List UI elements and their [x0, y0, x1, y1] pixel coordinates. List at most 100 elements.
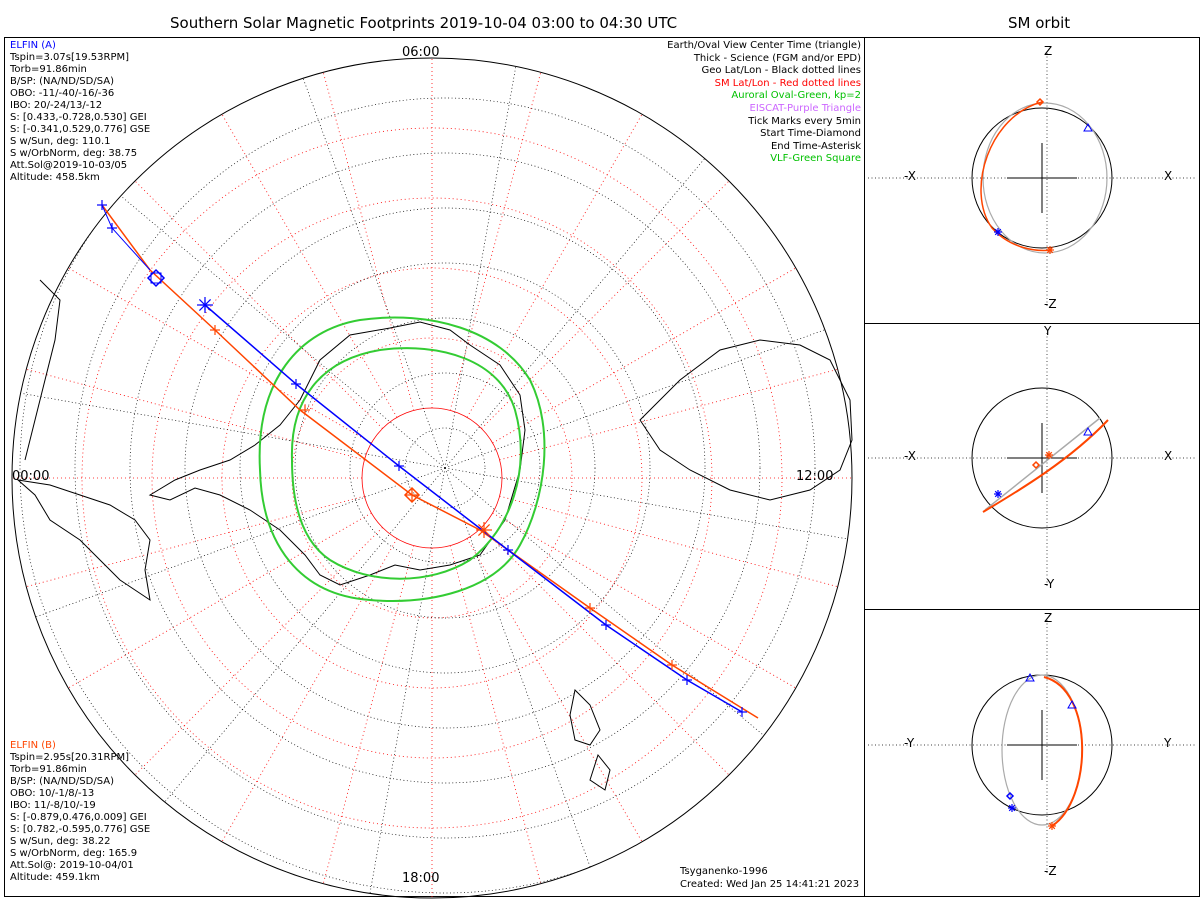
time-label-bottom: 18:00	[402, 871, 440, 886]
geo-lon-line	[444, 58, 522, 469]
sat-b-info-line: OBO: 10/-1/8/-13	[10, 788, 95, 799]
sat-a-info-line: OBO: -11/-40/-16/-36	[10, 88, 115, 99]
elfin-a-start-square	[150, 272, 162, 284]
geo-lon-line	[161, 467, 446, 806]
sm-lon-line	[322, 545, 415, 884]
geo-lat-circle	[74, 97, 816, 839]
orbit-axis-label-up: Z	[1044, 611, 1053, 625]
orbit-axis-label-down: -Y	[1044, 577, 1055, 591]
elfin-b-start-diamond	[403, 486, 421, 504]
sm-lon-line	[221, 538, 398, 842]
geo-lon-line	[12, 391, 446, 469]
geo-lon-line	[294, 58, 446, 469]
orbit-b-path	[982, 102, 1108, 254]
orbit-axis-label-right: X	[1164, 169, 1173, 183]
orbit-a-path	[980, 101, 1053, 252]
geo-lon-line	[444, 130, 729, 469]
orbit-a-path	[1043, 676, 1084, 827]
sat-b-info-line: IBO: 11/-8/10/-19	[10, 800, 96, 811]
orbit-axis-label-up: Y	[1044, 324, 1052, 338]
sat-b-info-line: Torb=91.86min	[10, 764, 87, 775]
elfin-a-end-asterisk	[198, 298, 212, 312]
sat-b-info-line: S: [-0.879,0.476,0.009] GEI	[10, 812, 147, 823]
sat-a-info-line: S w/Sun, deg: 110.1	[10, 136, 111, 147]
orbit-marker	[1035, 97, 1045, 107]
orbit-axis-label-right: Y	[1164, 736, 1172, 750]
orbit-marker	[1046, 246, 1054, 254]
auroral-oval-outer	[258, 316, 546, 602]
sat-b-info-line: Altitude: 459.1km	[10, 872, 100, 883]
legend-item: SM Lat/Lon - Red dotted lines	[714, 77, 861, 89]
sm-lon-line	[499, 495, 838, 588]
geo-lat-circle	[404, 427, 486, 509]
sm-lon-line	[481, 180, 730, 429]
south-america-coast	[16, 479, 151, 602]
orbit-axis-label-left: -X	[904, 449, 916, 463]
auroral-oval-inner	[290, 347, 522, 580]
sat-b-name: ELFIN (B)	[10, 740, 56, 751]
sm-lon-line	[322, 72, 415, 411]
sm-lon-line	[492, 267, 796, 444]
australia-coast	[639, 339, 853, 501]
legend-item: Geo Lat/Lon - Black dotted lines	[701, 65, 861, 77]
legend-item: Thick - Science (FGM and/or EPD)	[693, 52, 861, 64]
geo-lat-circle	[129, 152, 761, 784]
orbit-axis-label-left: -X	[904, 169, 916, 183]
legend-item: End Time-Asterisk	[770, 140, 861, 152]
geo-lon-line	[31, 467, 446, 619]
orbit-marker	[994, 490, 1002, 498]
sm-lon-line	[449, 72, 542, 411]
sat-a-info-line: Tspin=3.07s[19.53RPM]	[10, 52, 130, 63]
sat-b-info-line: S w/Sun, deg: 38.22	[10, 836, 111, 847]
sm-lon-line	[134, 527, 383, 776]
orbit-axis-label-down: -Z	[1044, 864, 1057, 878]
orbit-b-path	[984, 417, 1101, 511]
created-label: Created: Wed Jan 25 14:41:21 2023	[680, 879, 860, 890]
globe-outline	[11, 57, 853, 899]
sat-b-info-line: S: [0.782,-0.595,0.776] GSE	[10, 824, 151, 835]
orbit-marker	[1005, 791, 1015, 801]
geo-lat-circle	[184, 207, 706, 729]
legend-item: Auroral Oval-Green, kp=2	[731, 90, 861, 102]
sm-lat-circle	[291, 337, 573, 619]
new-zealand-coast	[569, 688, 611, 791]
sat-a-info-line: Torb=91.86min	[10, 64, 87, 75]
sm-lon-line	[134, 180, 383, 429]
time-label-right: 12:00	[796, 469, 834, 484]
sm-lon-line	[499, 368, 838, 461]
sat-a-info-line: S: [0.433,-0.728,0.530] GEI	[10, 112, 147, 123]
orbit-axis-label-down: -Z	[1044, 297, 1057, 311]
sat-a-info-line: B/SP: (NA/ND/SD/SA)	[10, 76, 114, 87]
orbit-marker	[1008, 804, 1016, 812]
legend-item: EISCAT-Purple Triangle	[749, 103, 862, 114]
legend-item: VLF-Green Square	[770, 153, 861, 165]
sat-a-info-line: Att.Sol@2019-10-03/05	[10, 160, 128, 171]
sat-b-info-line: Tspin=2.95s[20.31RPM]	[10, 752, 130, 763]
elfin-b-asterisk	[477, 523, 491, 537]
sat-a-info-line: S: [-0.341,0.529,0.776] GSE	[10, 124, 151, 135]
orbit-triangle	[1083, 122, 1093, 132]
geo-lon-line	[444, 467, 783, 752]
geo-lon-line	[444, 467, 596, 882]
orbit-marker	[1031, 460, 1041, 470]
elfin-a-start-diamond	[146, 268, 166, 288]
sm-lat-circle	[151, 197, 713, 759]
page-title: Southern Solar Magnetic Footprints 2019-…	[170, 14, 678, 32]
sat-a-info-line: IBO: 20/-24/13/-12	[10, 100, 103, 111]
time-label-top: 06:00	[402, 45, 440, 60]
sm-lon-line	[466, 114, 643, 418]
orbit-axis-label-right: X	[1164, 449, 1173, 463]
geo-lon-line	[368, 467, 446, 898]
legend-item: Start Time-Diamond	[760, 128, 861, 140]
sat-a-info-line: Altitude: 458.5km	[10, 172, 100, 183]
orbit-triangle	[1025, 672, 1035, 682]
sat-b-info-line: B/SP: (NA/ND/SD/SA)	[10, 776, 114, 787]
model-label: Tsyganenko-1996	[680, 866, 768, 877]
antarctica-coast	[148, 321, 526, 586]
sm-lon-line	[466, 538, 643, 842]
geo-lat-circle	[349, 372, 541, 564]
sat-a-name: ELFIN (A)	[10, 40, 56, 51]
sm-lon-line	[492, 512, 796, 689]
legend-item: Tick Marks every 5min	[748, 115, 861, 127]
orbit-earth-circle	[971, 387, 1113, 529]
